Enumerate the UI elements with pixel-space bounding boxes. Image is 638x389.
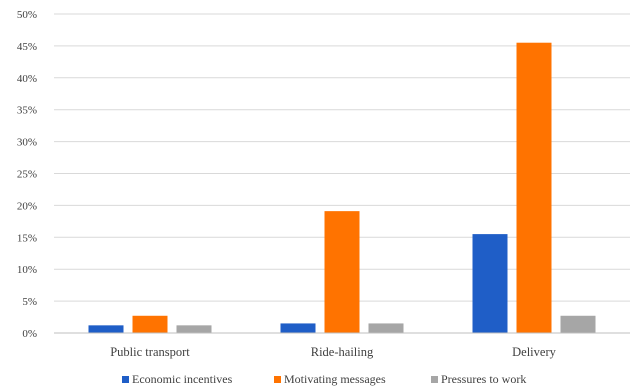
y-tick-label: 35%: [17, 105, 37, 117]
y-tick-label: 10%: [17, 264, 37, 276]
bar-economic-incentives-1: [280, 323, 316, 333]
legend-swatch: [122, 376, 129, 383]
x-axis-category-labels: Public transport Ride-hailing Delivery: [110, 345, 556, 359]
gridlines: [54, 13, 630, 302]
legend-label: Motivating messages: [284, 372, 386, 386]
legend-label: Pressures to work: [441, 372, 526, 386]
bar-pressures-to-work-1: [368, 323, 404, 333]
y-tick-label: 0%: [22, 328, 37, 340]
legend-swatch: [431, 376, 438, 383]
category-label: Delivery: [512, 345, 556, 359]
bar-economic-incentives-0: [88, 325, 124, 333]
bar-economic-incentives-2: [472, 234, 508, 333]
legend-item: Pressures to work: [431, 372, 526, 386]
legend: Economic incentives Motivating messages Pr…: [122, 372, 526, 386]
y-tick-label: 20%: [17, 200, 37, 212]
category-label: Public transport: [110, 345, 190, 359]
legend-label: Economic incentives: [132, 372, 233, 386]
legend-item: Economic incentives: [122, 372, 233, 386]
y-axis-tick-labels: 0% 5% 10% 15% 20% 25% 30% 35% 40% 45% 50%: [17, 9, 37, 340]
bar-motivating-messages-1: [324, 211, 360, 333]
bar-pressures-to-work-2: [560, 315, 596, 333]
category-label: Ride-hailing: [311, 345, 374, 359]
y-tick-label: 25%: [17, 169, 37, 181]
y-tick-label: 15%: [17, 232, 37, 244]
bar-pressures-to-work-0: [176, 325, 212, 333]
legend-swatch: [274, 376, 281, 383]
bar-motivating-messages-2: [516, 42, 552, 334]
y-tick-label: 50%: [17, 9, 37, 21]
bar-motivating-messages-0: [132, 315, 168, 333]
y-tick-label: 5%: [22, 296, 37, 308]
bars: [88, 42, 596, 334]
y-tick-label: 40%: [17, 73, 37, 85]
y-tick-label: 45%: [17, 41, 37, 53]
y-tick-label: 30%: [17, 137, 37, 149]
legend-item: Motivating messages: [274, 372, 386, 386]
